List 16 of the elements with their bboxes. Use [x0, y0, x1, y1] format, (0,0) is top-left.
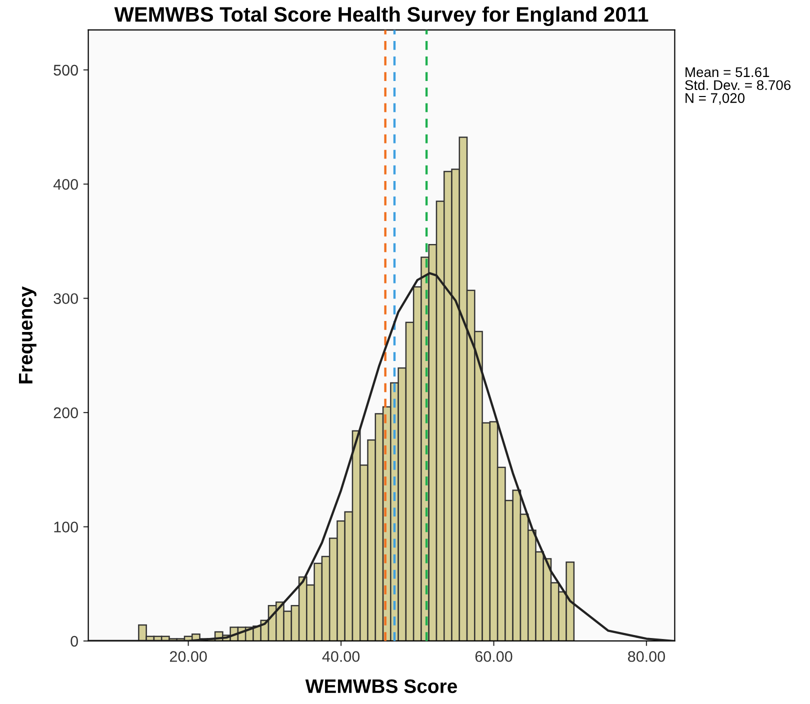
x-tick-label: 80.00: [628, 651, 665, 662]
y-tick-label: 0: [70, 636, 78, 647]
y-tick-label: 100: [54, 522, 78, 532]
y-axis-title: Frequency: [19, 286, 36, 384]
y-tick-label: 500: [54, 64, 78, 76]
y-tick-label: 200: [54, 407, 78, 418]
text: N = 7,020: [686, 93, 745, 105]
x-tick-label: 20.00: [170, 651, 207, 662]
x-axis-title: WEMWBS Score: [305, 679, 458, 694]
text: Std. Dev. = 8.706: [685, 80, 791, 90]
text: Mean = 51.61: [686, 67, 770, 78]
x-tick-label: 40.00: [322, 651, 360, 662]
y-tick-label: 300: [54, 293, 78, 304]
chart-title: WEMWBS Total Score Health Survey for England 2011: [114, 6, 648, 26]
x-tick-label: 60.00: [475, 651, 512, 662]
y-tick-label: 400: [53, 178, 78, 190]
